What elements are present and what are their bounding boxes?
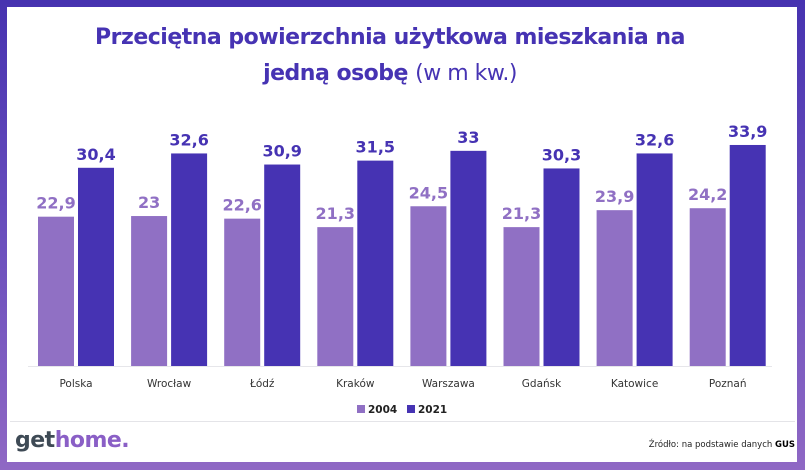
bar-2021-Łódź xyxy=(264,164,301,366)
data-label-2021-Gdańsk: 30,3 xyxy=(542,145,581,164)
data-label-2004-Łódź: 22,6 xyxy=(222,196,261,215)
bar-2004-Warszawa xyxy=(410,206,447,366)
x-tick-label: Kraków xyxy=(336,378,375,390)
x-tick-label: Poznań xyxy=(709,378,747,390)
data-label-2021-Kraków: 31,5 xyxy=(356,138,395,157)
bar-2004-Wrocław xyxy=(131,216,168,366)
bar-2021-Gdańsk xyxy=(543,168,580,366)
source-name: GUS xyxy=(774,440,795,450)
data-label-2004-Warszawa: 24,5 xyxy=(409,183,448,202)
legend-swatch-2004 xyxy=(357,405,365,413)
legend-label-2021: 2021 xyxy=(418,404,447,416)
source-note: Źródło: na podstawie danych GUS xyxy=(648,440,795,450)
bar-2004-Kraków xyxy=(317,227,354,366)
data-label-2004-Polska: 22,9 xyxy=(36,194,75,213)
title-line-1: Przeciętna powierzchnia użytkowa mieszka… xyxy=(95,25,685,50)
footer-divider xyxy=(10,421,795,422)
x-tick-label: Wrocław xyxy=(147,378,192,390)
legend-swatch-2021 xyxy=(407,405,415,413)
bar-2021-Kraków xyxy=(357,160,394,366)
bar-2021-Wrocław xyxy=(171,153,208,366)
chart-title: Przeciętna powierzchnia użytkowa mieszka… xyxy=(0,20,780,92)
x-tick-label: Gdańsk xyxy=(522,378,562,390)
data-label-2021-Wrocław: 32,6 xyxy=(169,130,208,149)
bar-2021-Polska xyxy=(78,167,114,366)
bar-2004-Poznań xyxy=(689,208,726,366)
bar-2004-Łódź xyxy=(224,218,261,366)
data-label-2021-Polska: 30,4 xyxy=(76,145,115,164)
x-tick-label: Warszawa xyxy=(422,378,475,390)
data-label-2004-Kraków: 21,3 xyxy=(316,204,355,223)
bar-2021-Warszawa xyxy=(450,150,487,366)
x-tick-label: Polska xyxy=(59,378,92,390)
gethome-logo: gethome. xyxy=(15,428,130,453)
legend-label-2004: 2004 xyxy=(368,404,397,416)
x-tick-label: Katowice xyxy=(611,378,658,390)
x-tick-label: Łódź xyxy=(249,378,275,390)
bar-2021-Poznań xyxy=(729,144,766,366)
data-label-2004-Poznań: 24,2 xyxy=(688,185,727,204)
data-label-2004-Wrocław: 23 xyxy=(138,193,160,212)
bar-2021-Katowice xyxy=(636,153,673,366)
bar-2004-Gdańsk xyxy=(503,227,540,366)
bar-2004-Katowice xyxy=(596,210,633,366)
data-label-2004-Gdańsk: 21,3 xyxy=(502,204,541,223)
data-label-2021-Katowice: 32,6 xyxy=(635,130,674,149)
bar-2004-Polska xyxy=(38,216,74,366)
title-unit: (w m kw.) xyxy=(415,61,517,86)
data-label-2021-Łódź: 30,9 xyxy=(262,142,301,161)
data-label-2021-Warszawa: 33 xyxy=(457,128,479,147)
title-line-2: jedną osobę xyxy=(263,61,408,86)
data-label-2021-Poznań: 33,9 xyxy=(728,122,767,141)
data-label-2004-Katowice: 23,9 xyxy=(595,187,634,206)
